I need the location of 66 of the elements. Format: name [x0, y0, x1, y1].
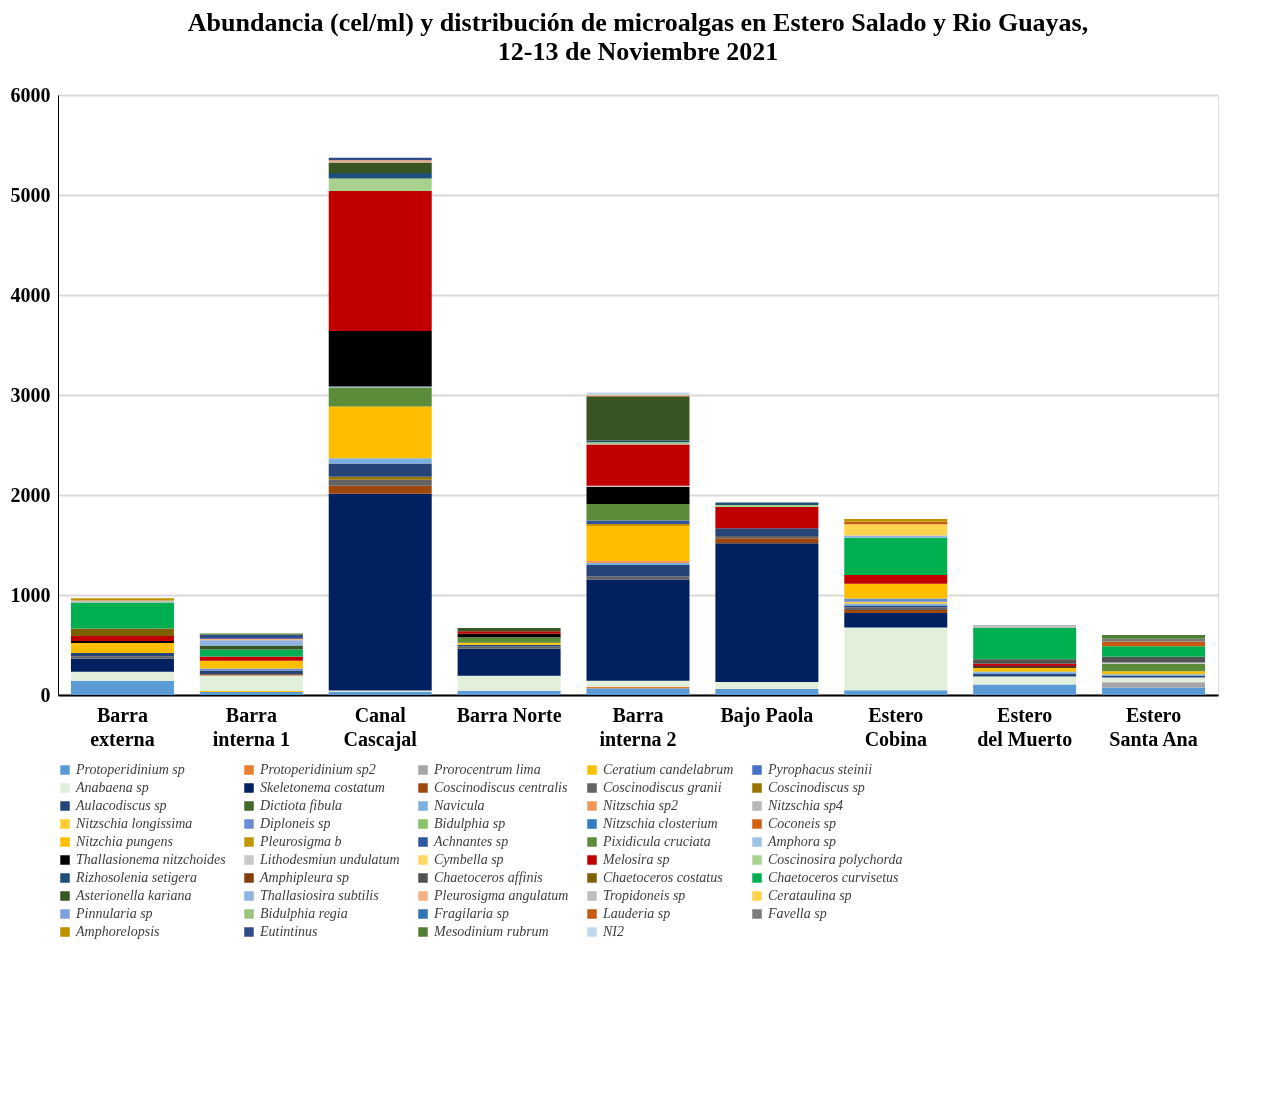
legend-label: Coscinodiscus centralis — [434, 780, 568, 795]
legend-label: Nitzschia sp2 — [602, 798, 679, 813]
legend-label: Nitzschia longissima — [75, 816, 193, 831]
y-tick-label: 6000 — [10, 83, 51, 106]
legend-label: Coconeis sp — [768, 816, 837, 831]
legend-label: Pixidicula cruciata — [602, 834, 711, 849]
legend-label: Lauderia sp — [602, 906, 671, 921]
legend-label: Diploneis sp — [259, 816, 331, 831]
legend-label: Nitzchia pungens — [75, 834, 174, 849]
y-tick-label: 3000 — [10, 383, 51, 406]
legend-label: Coscinodiscus sp — [768, 780, 865, 795]
y-tick-label: 1000 — [10, 583, 51, 606]
y-tick-label: 5000 — [10, 183, 51, 206]
legend-label: Bidulphia sp — [434, 816, 506, 831]
legend-label: Coscinosira polychorda — [768, 852, 903, 867]
x-tick-label: Canal Cascajal — [343, 703, 418, 751]
legend-label: Navicula — [433, 798, 485, 813]
legend-label: Anabaena sp — [75, 780, 149, 795]
y-tick-label: 0 — [40, 683, 51, 706]
x-tick-label: Barra externa — [90, 703, 155, 750]
legend-label: NI2 — [602, 924, 624, 939]
legend-label: Pinnularia sp — [75, 906, 153, 921]
legend-label: Chaetoceros curvisetus — [768, 870, 900, 885]
legend-label: Cerataulina sp — [768, 888, 852, 903]
legend-label: Protoperidinium sp — [75, 762, 185, 777]
x-tick-label: Barra Norte — [456, 703, 562, 726]
legend-label: Fragilaria sp — [433, 906, 510, 921]
legend-label: Ceratium candelabrum — [603, 762, 734, 777]
legend-label: Chaetoceros affinis — [434, 870, 544, 885]
x-tick-label: Estero del Muerto — [977, 703, 1073, 750]
chart-title: Abundancia (cel/ml) y distribución de microalgas en Estero Salado y Rio Guayas, 12-13 de Noviembre 2021 — [187, 8, 1089, 66]
legend-label: Chaetoceros costatus — [603, 870, 724, 885]
legend-label: Asterionella kariana — [75, 888, 192, 903]
x-tick-label: Estero Santa Ana — [1109, 703, 1198, 750]
legend-label: Cymbella sp — [434, 852, 504, 867]
legend-label: Achnantes sp — [433, 834, 509, 849]
legend-label: Amphorelopsis — [75, 924, 161, 939]
legend-label: Melosira sp — [602, 852, 670, 867]
y-tick-label: 2000 — [10, 483, 51, 506]
legend-label: Aulacodiscus sp — [75, 798, 167, 813]
legend-label: Dictiota fibula — [259, 798, 343, 813]
legend-label: Thallasiosira subtilis — [260, 888, 380, 903]
legend-label: Pleurosigma angulatum — [433, 888, 569, 903]
legend-label: Coscinodiscus granii — [603, 780, 722, 795]
legend-label: Pyrophacus steinii — [767, 762, 873, 777]
legend-label: Nitzschia closterium — [602, 816, 718, 831]
y-tick-label: 4000 — [10, 283, 51, 306]
legend-label: Nitzschia sp4 — [767, 798, 844, 813]
legend-label: Eutintinus — [259, 924, 319, 939]
x-tick-label: Estero Cobina — [864, 703, 927, 750]
legend-label: Favella sp — [767, 906, 827, 921]
legend-label: Bidulphia regia — [260, 906, 348, 921]
legend-label: Prorocentrum lima — [433, 762, 541, 777]
x-tick-label: Barra interna 2 — [599, 703, 677, 750]
legend-label: Rizhosolenia setigera — [75, 870, 197, 885]
legend-label: Thallasionema nitzchoides — [76, 852, 227, 867]
legend-label: Protoperidinium sp2 — [259, 762, 376, 777]
legend-label: Pleurosigma b — [259, 834, 342, 849]
legend-label: Amphora sp — [767, 834, 837, 849]
legend-label: Amphipleura sp — [259, 870, 350, 885]
x-tick-label: Bajo Paola — [720, 703, 814, 727]
legend-label: Skeletonema costatum — [260, 780, 385, 795]
legend-label: Tropidoneis sp — [603, 888, 686, 903]
legend-label: Lithodesmiun undulatum — [259, 852, 400, 867]
x-tick-label: Barra interna 1 — [212, 703, 290, 750]
legend-label: Mesodinium rubrum — [433, 924, 549, 939]
